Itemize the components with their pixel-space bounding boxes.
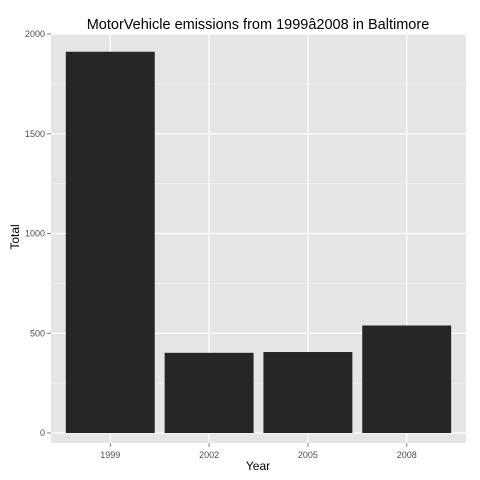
x-tick-label: 2008 [397, 450, 417, 460]
x-tick-label: 2005 [298, 450, 318, 460]
y-tick-label: 1000 [25, 229, 45, 239]
x-axis-title: Year [246, 459, 270, 473]
y-axis-title: Total [8, 224, 22, 249]
x-tick-label: 1999 [100, 450, 120, 460]
bar-2005 [263, 352, 352, 433]
chart-title: MotorVehicle emissions from 1999â2008 in… [87, 17, 430, 33]
y-tick-label: 1500 [25, 129, 45, 139]
bar-1999 [66, 52, 155, 433]
y-tick-label: 0 [40, 428, 45, 438]
x-tick-label: 2002 [199, 450, 219, 460]
y-tick-label: 2000 [25, 29, 45, 39]
y-tick-label: 500 [30, 328, 45, 338]
bar-2008 [362, 325, 451, 433]
bar-2002 [165, 353, 254, 433]
